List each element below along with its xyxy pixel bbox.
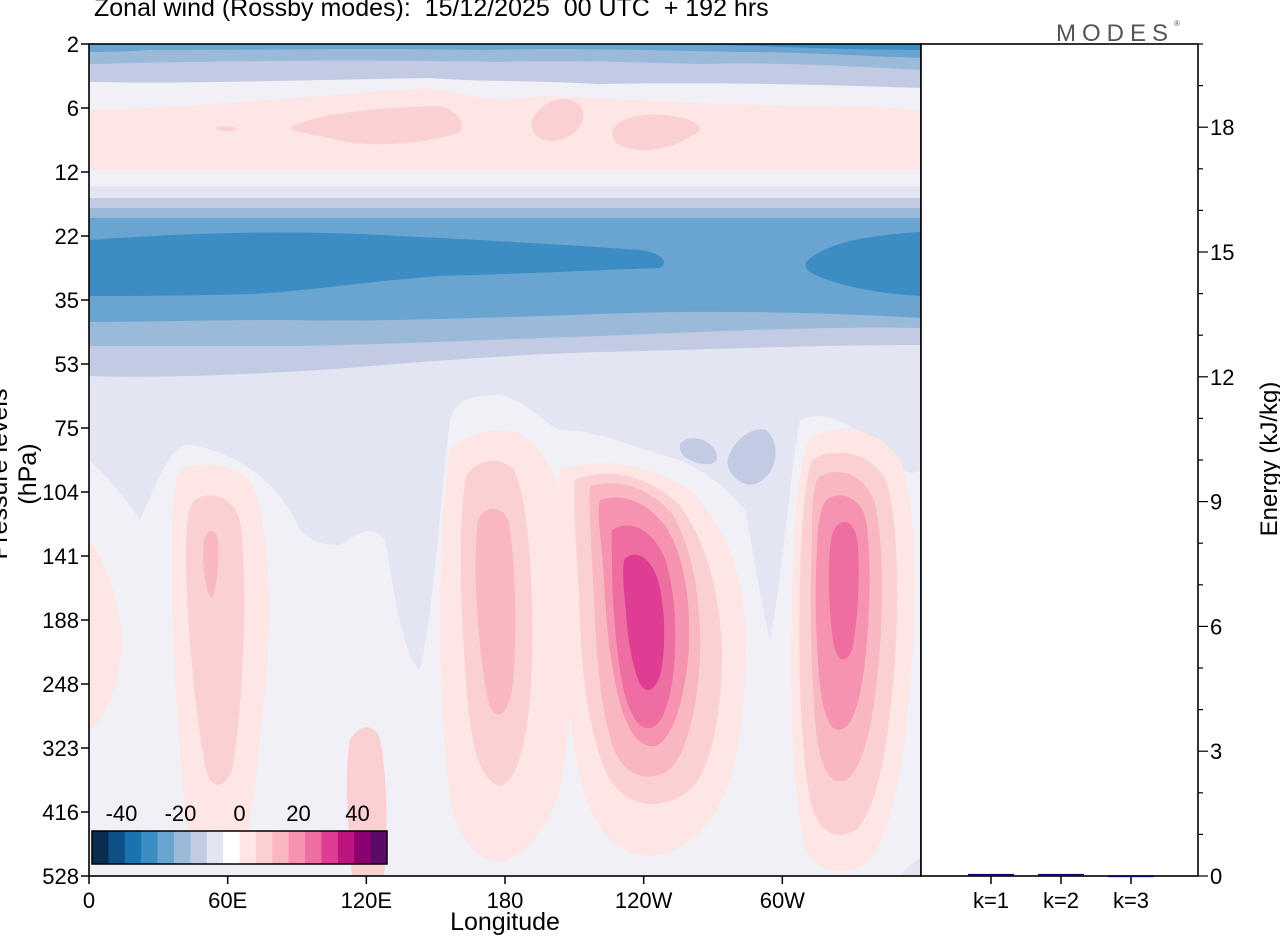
colorbar-swatch [337, 831, 355, 864]
pressure-tick-label: 188 [42, 608, 79, 633]
brand-text: MODES [1056, 20, 1175, 47]
colorbar-swatch [108, 831, 126, 864]
colorbar-tick-label: 0 [233, 801, 245, 826]
longitude-tick-label: 120E [341, 888, 392, 913]
colorbar-swatch [223, 831, 240, 864]
pressure-tick-label: 141 [42, 544, 79, 569]
colorbar-swatch [272, 831, 290, 864]
modes-logo: MODES® [1056, 19, 1180, 48]
colorbar-swatch [370, 831, 388, 864]
longitude-tick-label: 60E [208, 888, 247, 913]
field-upper-westerly-max-1 [290, 106, 462, 145]
pressure-tick-label: 416 [42, 800, 79, 825]
wavenumber-label: k=1 [973, 888, 1009, 913]
pressure-tick-label: 22 [55, 224, 79, 249]
wavenumber-label: k=3 [1113, 888, 1149, 913]
energy-axis: 0 3 6 9 12 15 18 [1198, 43, 1234, 889]
colorbar-swatch [255, 831, 273, 864]
colorbar-swatch [288, 831, 306, 864]
longitude-tick-label: 0 [83, 888, 95, 913]
energy-tick-label: 12 [1210, 365, 1234, 390]
pressure-tick-label: 248 [42, 672, 79, 697]
colorbar-swatch [206, 831, 224, 864]
field-bottom-right-corner [900, 858, 921, 876]
longitude-axis: 0 60E 120E 180 120W 60W [83, 876, 805, 913]
field-easterly-cell-1 [679, 438, 718, 465]
colorbar-frame [91, 830, 388, 865]
brand-mark: ® [1174, 19, 1180, 28]
field-upper-westerly-max-4 [215, 126, 238, 132]
field-upper-westerly-band [89, 88, 921, 170]
field-upper-easterly-peak [680, 44, 921, 50]
colorbar-swatch [190, 831, 208, 864]
field-westerly-cell-45W-5 [828, 522, 859, 660]
colorbar: -40 -20 0 20 40 [91, 801, 388, 865]
longitude-tick-label: 60W [760, 888, 805, 913]
wavenumber-label: k=2 [1043, 888, 1079, 913]
pressure-tick-label: 2 [67, 32, 79, 57]
field-westerly-cell-60E-3 [203, 531, 219, 598]
colorbar-swatch [157, 831, 175, 864]
field-easterly-cell-2 [727, 429, 776, 485]
colorbar-swatch [305, 831, 322, 864]
pressure-tick-label: 323 [42, 736, 79, 761]
energy-tick-label: 6 [1210, 614, 1222, 639]
pressure-tick-label: 75 [55, 416, 79, 441]
x-axis-title: Longitude [450, 908, 560, 936]
colorbar-swatch [173, 831, 191, 864]
energy-tick-label: 15 [1210, 240, 1234, 265]
field-westerly-cell-60E-2 [186, 495, 245, 785]
energy-tick-label: 18 [1210, 115, 1234, 140]
colorbar-swatch [321, 831, 339, 864]
longitude-tick-label: 180 [487, 888, 524, 913]
energy-tick-label: 9 [1210, 490, 1222, 515]
pressure-tick-label: 35 [55, 288, 79, 313]
energy-tick-label: 3 [1210, 739, 1222, 764]
pressure-tick-label: 528 [42, 864, 79, 889]
chart-title: Zonal wind (Rossby modes): 15/12/2025 00… [94, 0, 769, 22]
colorbar-swatch [124, 831, 142, 864]
field-upper-westerly-max-2 [531, 99, 584, 141]
colorbar-tick-label: -20 [165, 801, 197, 826]
colorbar-tick-label: 40 [345, 801, 369, 826]
y-axis-title: Pressure levels (hPa) [0, 388, 42, 560]
pressure-axis: 2 6 12 22 35 53 75 104 141 188 248 323 416 528 [42, 32, 89, 889]
energy-axis-title: Energy (kJ/kg) [1256, 381, 1280, 537]
energy-bars: k=1 k=2 k=3 [968, 873, 1154, 913]
field-westerly-cell-175E-3 [475, 508, 516, 715]
right-plot-frame [920, 43, 1199, 877]
energy-tick-label: 0 [1210, 864, 1222, 889]
colorbar-swatch [354, 831, 372, 864]
zonal-wind-contour-field [89, 44, 921, 876]
colorbar-swatch [239, 831, 257, 864]
field-westerly-cell-0E [89, 540, 122, 730]
energy-bar [1038, 873, 1084, 876]
colorbar-tick-label: -40 [106, 801, 138, 826]
pressure-tick-label: 12 [55, 160, 79, 185]
colorbar-swatch [92, 831, 109, 864]
field-upper-westerly-max-3 [612, 114, 700, 151]
field-westerly-cell-125W-6 [623, 554, 665, 691]
energy-bar [968, 873, 1014, 876]
pressure-tick-label: 53 [55, 352, 79, 377]
longitude-tick-label: 120W [615, 888, 673, 913]
pressure-tick-label: 104 [42, 480, 79, 505]
colorbar-tick-label: 20 [286, 801, 310, 826]
field-mid-easterly-core-1 [89, 232, 664, 296]
field-upper-easterly-max [89, 44, 921, 58]
pressure-tick-label: 6 [67, 96, 79, 121]
field-mid-easterly-core-2 [805, 232, 921, 296]
field-weak-easterly-region [89, 355, 921, 670]
colorbar-swatch [141, 831, 159, 864]
